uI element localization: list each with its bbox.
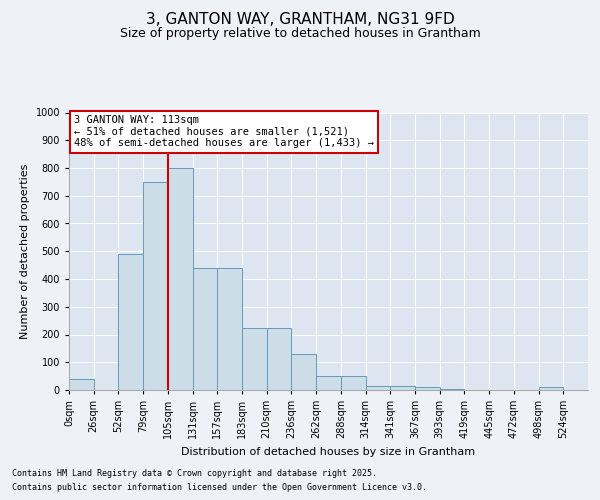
Bar — [365, 386, 390, 390]
Bar — [292, 354, 316, 390]
Bar — [341, 376, 365, 390]
Bar — [415, 387, 440, 390]
Bar — [217, 268, 242, 390]
Bar — [390, 386, 415, 390]
Text: Contains public sector information licensed under the Open Government Licence v3: Contains public sector information licen… — [12, 484, 427, 492]
Text: 3 GANTON WAY: 113sqm
← 51% of detached houses are smaller (1,521)
48% of semi-de: 3 GANTON WAY: 113sqm ← 51% of detached h… — [74, 116, 374, 148]
Y-axis label: Number of detached properties: Number of detached properties — [20, 164, 30, 339]
Bar — [316, 376, 341, 390]
Text: Contains HM Land Registry data © Crown copyright and database right 2025.: Contains HM Land Registry data © Crown c… — [12, 468, 377, 477]
Bar — [143, 182, 168, 390]
X-axis label: Distribution of detached houses by size in Grantham: Distribution of detached houses by size … — [181, 446, 476, 456]
Bar — [267, 328, 292, 390]
Bar — [440, 388, 464, 390]
Bar — [118, 254, 143, 390]
Text: 3, GANTON WAY, GRANTHAM, NG31 9FD: 3, GANTON WAY, GRANTHAM, NG31 9FD — [146, 12, 454, 28]
Bar — [193, 268, 217, 390]
Text: Size of property relative to detached houses in Grantham: Size of property relative to detached ho… — [119, 28, 481, 40]
Bar — [242, 328, 267, 390]
Bar — [539, 387, 563, 390]
Bar — [69, 379, 94, 390]
Bar — [168, 168, 193, 390]
